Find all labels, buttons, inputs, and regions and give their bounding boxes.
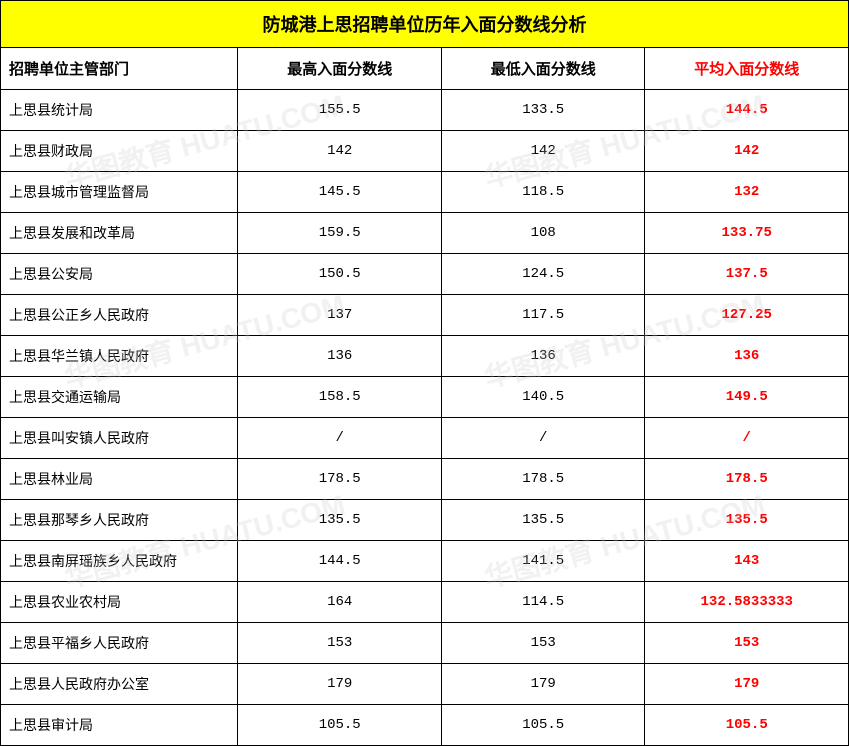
table-row: 上思县南屏瑶族乡人民政府144.5141.5143	[1, 541, 849, 582]
max-cell: 144.5	[238, 541, 442, 582]
table-container: 华图教育 HUATU.COM 华图教育 HUATU.COM 华图教育 HUATU…	[0, 0, 849, 746]
table-title: 防城港上思招聘单位历年入面分数线分析	[1, 1, 849, 48]
table-row: 上思县平福乡人民政府153153153	[1, 623, 849, 664]
header-min: 最低入面分数线	[441, 48, 645, 90]
min-cell: /	[441, 418, 645, 459]
min-cell: 178.5	[441, 459, 645, 500]
table-row: 上思县那琴乡人民政府135.5135.5135.5	[1, 500, 849, 541]
avg-cell: 127.25	[645, 295, 849, 336]
avg-cell: 178.5	[645, 459, 849, 500]
max-cell: 178.5	[238, 459, 442, 500]
dept-cell: 上思县统计局	[1, 90, 238, 131]
dept-cell: 上思县人民政府办公室	[1, 664, 238, 705]
table-row: 上思县发展和改革局159.5108133.75	[1, 213, 849, 254]
avg-cell: 142	[645, 131, 849, 172]
max-cell: 159.5	[238, 213, 442, 254]
max-cell: 153	[238, 623, 442, 664]
table-row: 上思县华兰镇人民政府136136136	[1, 336, 849, 377]
table-row: 上思县财政局142142142	[1, 131, 849, 172]
min-cell: 114.5	[441, 582, 645, 623]
min-cell: 142	[441, 131, 645, 172]
avg-cell: 136	[645, 336, 849, 377]
dept-cell: 上思县南屏瑶族乡人民政府	[1, 541, 238, 582]
dept-cell: 上思县城市管理监督局	[1, 172, 238, 213]
dept-cell: 上思县农业农村局	[1, 582, 238, 623]
avg-cell: 132.5833333	[645, 582, 849, 623]
table-row: 上思县公正乡人民政府137117.5127.25	[1, 295, 849, 336]
max-cell: 155.5	[238, 90, 442, 131]
max-cell: 150.5	[238, 254, 442, 295]
avg-cell: 105.5	[645, 705, 849, 746]
avg-cell: 143	[645, 541, 849, 582]
title-row: 防城港上思招聘单位历年入面分数线分析	[1, 1, 849, 48]
table-row: 上思县审计局105.5105.5105.5	[1, 705, 849, 746]
max-cell: 164	[238, 582, 442, 623]
table-row: 上思县农业农村局164114.5132.5833333	[1, 582, 849, 623]
dept-cell: 上思县交通运输局	[1, 377, 238, 418]
max-cell: 137	[238, 295, 442, 336]
avg-cell: 135.5	[645, 500, 849, 541]
min-cell: 133.5	[441, 90, 645, 131]
max-cell: 145.5	[238, 172, 442, 213]
table-row: 上思县城市管理监督局145.5118.5132	[1, 172, 849, 213]
min-cell: 136	[441, 336, 645, 377]
table-row: 上思县统计局155.5133.5144.5	[1, 90, 849, 131]
dept-cell: 上思县发展和改革局	[1, 213, 238, 254]
table-row: 上思县交通运输局158.5140.5149.5	[1, 377, 849, 418]
min-cell: 118.5	[441, 172, 645, 213]
max-cell: /	[238, 418, 442, 459]
avg-cell: 133.75	[645, 213, 849, 254]
max-cell: 105.5	[238, 705, 442, 746]
dept-cell: 上思县平福乡人民政府	[1, 623, 238, 664]
dept-cell: 上思县审计局	[1, 705, 238, 746]
max-cell: 179	[238, 664, 442, 705]
avg-cell: 179	[645, 664, 849, 705]
dept-cell: 上思县林业局	[1, 459, 238, 500]
header-max: 最高入面分数线	[238, 48, 442, 90]
dept-cell: 上思县公安局	[1, 254, 238, 295]
dept-cell: 上思县叫安镇人民政府	[1, 418, 238, 459]
max-cell: 136	[238, 336, 442, 377]
avg-cell: /	[645, 418, 849, 459]
min-cell: 153	[441, 623, 645, 664]
header-avg: 平均入面分数线	[645, 48, 849, 90]
table-row: 上思县林业局178.5178.5178.5	[1, 459, 849, 500]
dept-cell: 上思县财政局	[1, 131, 238, 172]
dept-cell: 上思县公正乡人民政府	[1, 295, 238, 336]
min-cell: 140.5	[441, 377, 645, 418]
header-dept: 招聘单位主管部门	[1, 48, 238, 90]
min-cell: 108	[441, 213, 645, 254]
table-row: 上思县叫安镇人民政府///	[1, 418, 849, 459]
table-row: 上思县公安局150.5124.5137.5	[1, 254, 849, 295]
min-cell: 124.5	[441, 254, 645, 295]
avg-cell: 144.5	[645, 90, 849, 131]
min-cell: 135.5	[441, 500, 645, 541]
avg-cell: 137.5	[645, 254, 849, 295]
score-table: 防城港上思招聘单位历年入面分数线分析 招聘单位主管部门 最高入面分数线 最低入面…	[0, 0, 849, 746]
avg-cell: 153	[645, 623, 849, 664]
min-cell: 141.5	[441, 541, 645, 582]
max-cell: 142	[238, 131, 442, 172]
min-cell: 179	[441, 664, 645, 705]
max-cell: 158.5	[238, 377, 442, 418]
max-cell: 135.5	[238, 500, 442, 541]
min-cell: 105.5	[441, 705, 645, 746]
avg-cell: 149.5	[645, 377, 849, 418]
avg-cell: 132	[645, 172, 849, 213]
header-row: 招聘单位主管部门 最高入面分数线 最低入面分数线 平均入面分数线	[1, 48, 849, 90]
dept-cell: 上思县那琴乡人民政府	[1, 500, 238, 541]
dept-cell: 上思县华兰镇人民政府	[1, 336, 238, 377]
min-cell: 117.5	[441, 295, 645, 336]
table-row: 上思县人民政府办公室179179179	[1, 664, 849, 705]
